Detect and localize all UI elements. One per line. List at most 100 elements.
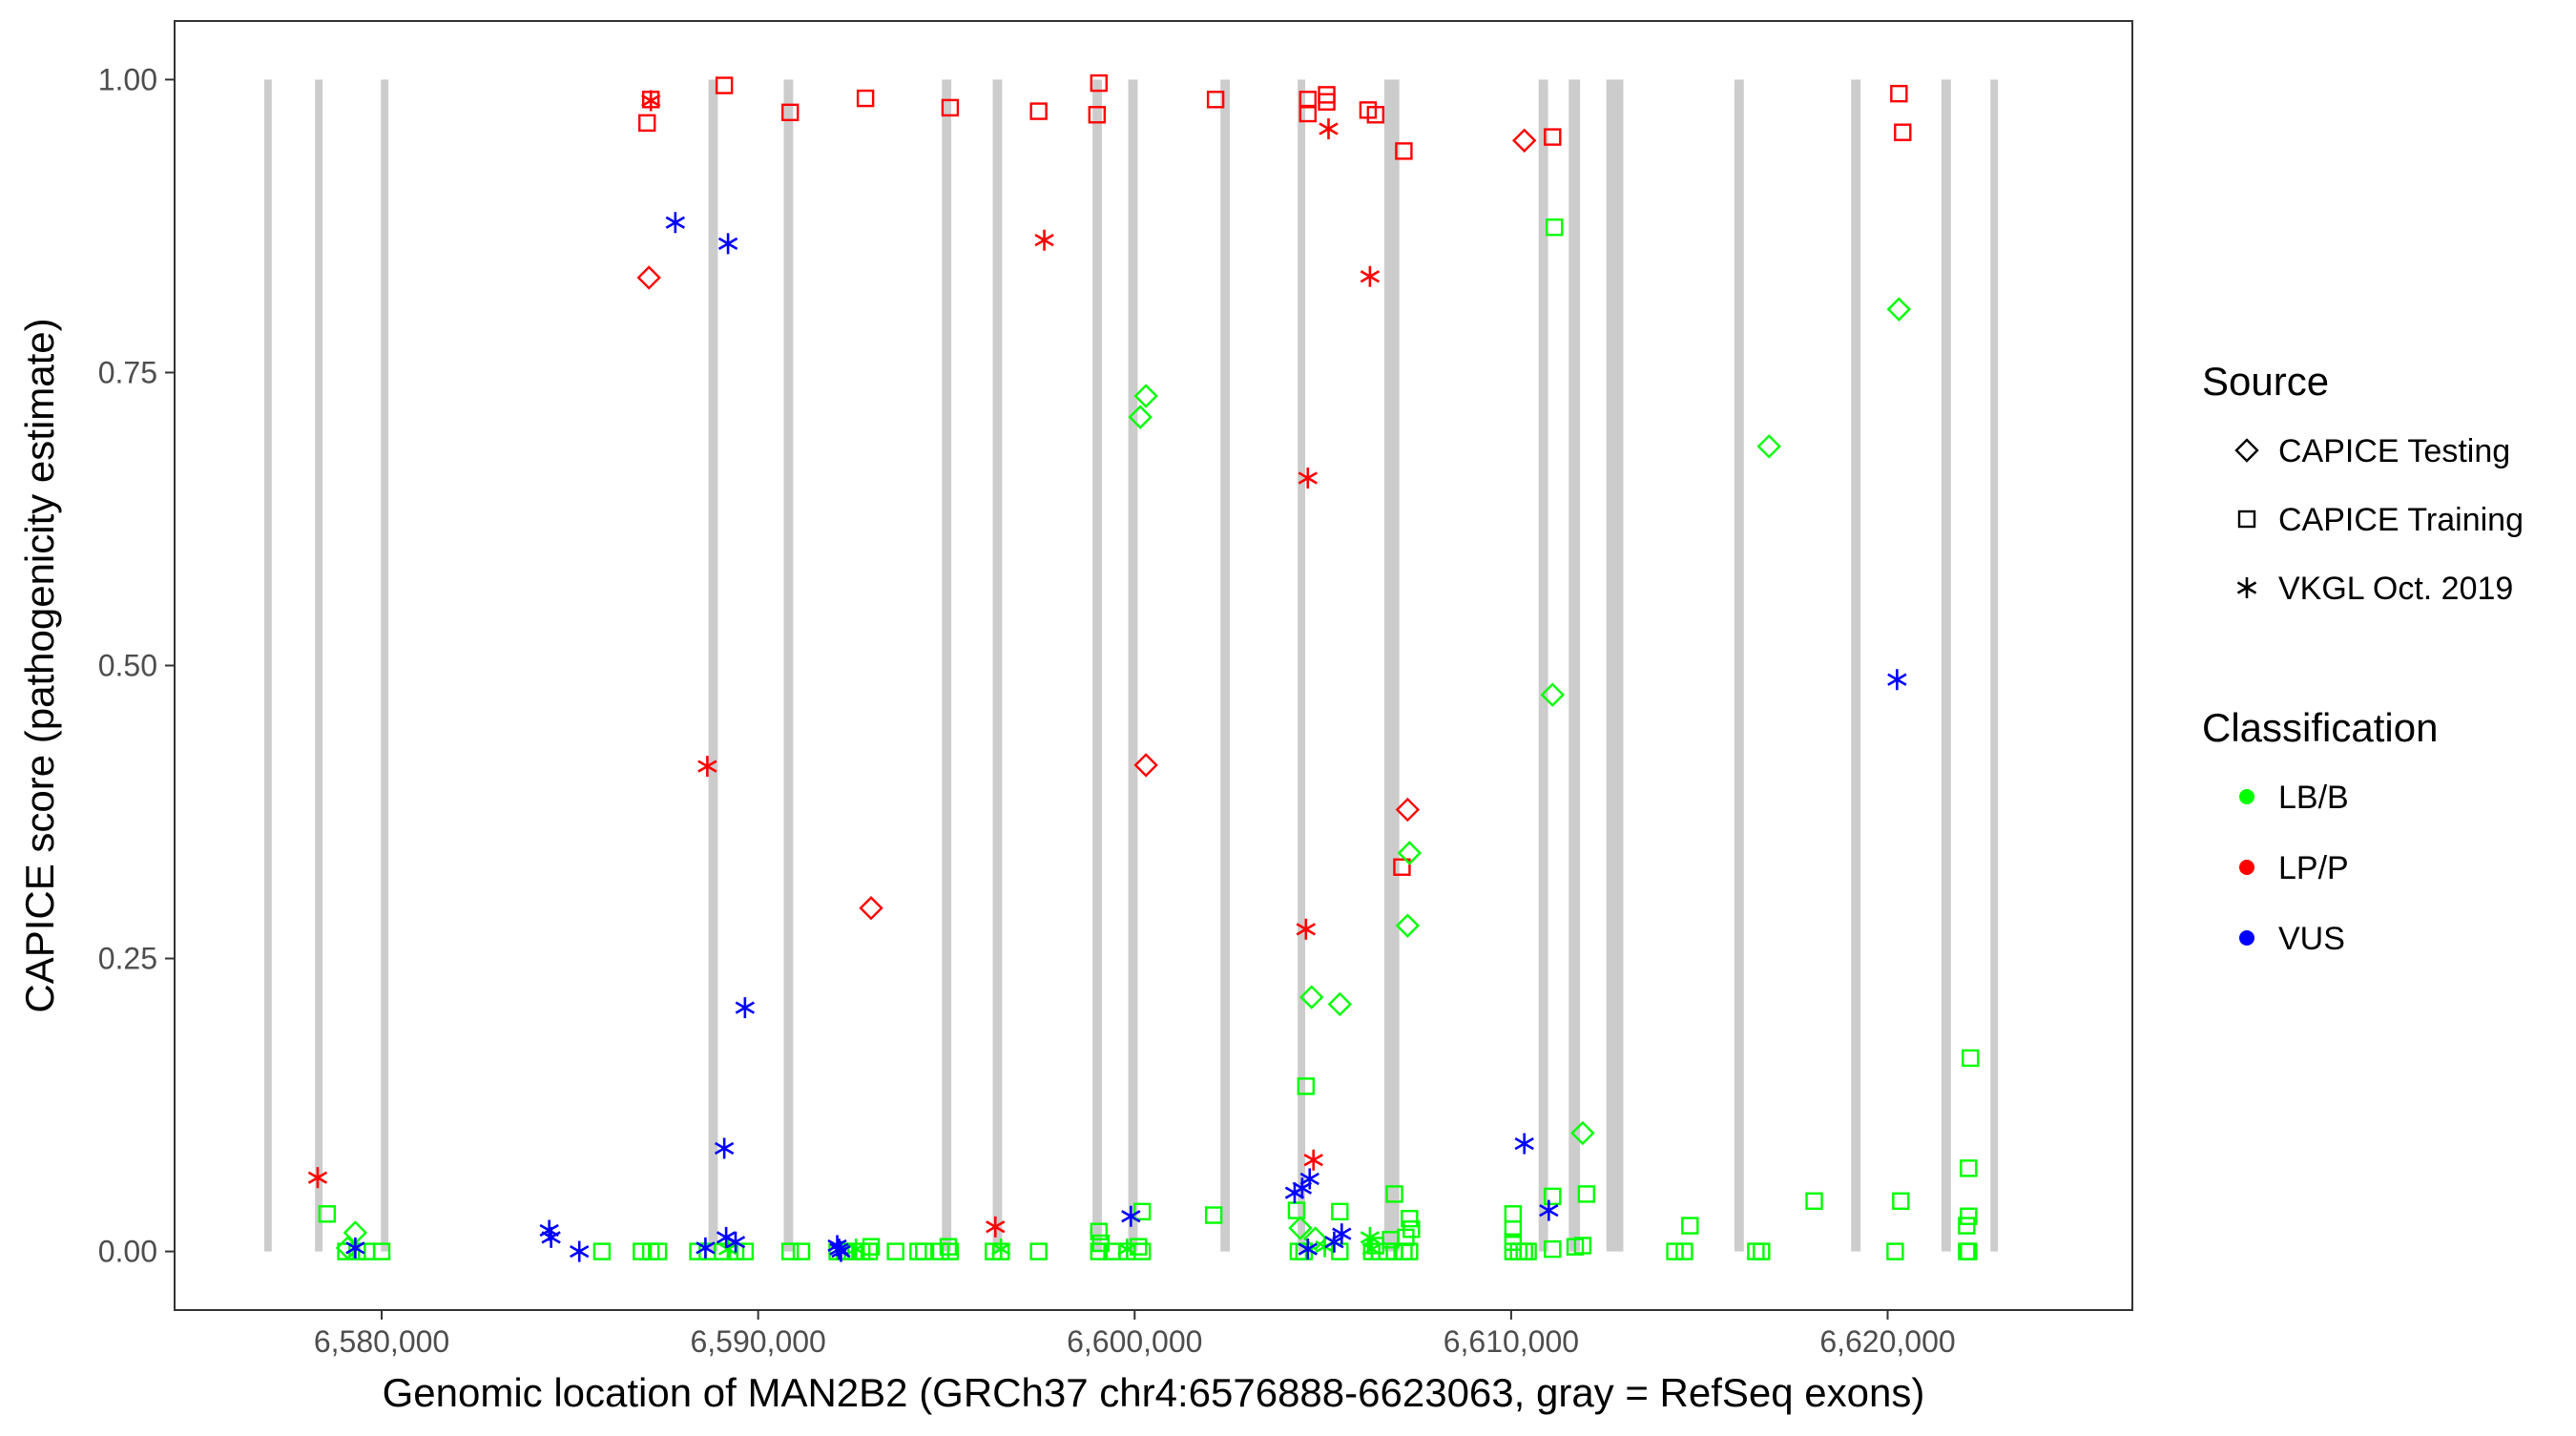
data-point-diamond	[1128, 405, 1153, 429]
y-tick-label: 0.25	[98, 942, 157, 976]
exon-band	[1606, 79, 1624, 1252]
exon-band	[1568, 79, 1581, 1252]
exon-band	[1538, 79, 1548, 1252]
data-point-asterisk	[1298, 1238, 1318, 1260]
legend-key-dot	[2239, 930, 2254, 946]
data-point-diamond	[1133, 384, 1158, 408]
data-point-square	[792, 1242, 811, 1260]
exon-band	[1851, 79, 1861, 1252]
data-point-square	[1894, 123, 1912, 141]
data-point-square	[1401, 1242, 1419, 1260]
data-point-square	[1318, 93, 1336, 111]
exon-band	[1092, 79, 1102, 1252]
legend-key-dot	[2239, 789, 2254, 804]
data-point-square	[1206, 91, 1225, 109]
data-point-asterisk	[1303, 1149, 1323, 1171]
data-point-asterisk	[717, 1238, 738, 1260]
data-point-diamond	[1302, 1226, 1328, 1251]
data-point-square	[1747, 1242, 1765, 1260]
legend-source-items: CAPICE Testing CAPICE Training VKGL Oct. 2…	[2234, 433, 2524, 607]
data-point-square	[318, 1205, 337, 1223]
data-point-asterisk	[1360, 265, 1381, 287]
data-point-asterisk	[1117, 1238, 1137, 1260]
data-point-diamond	[859, 896, 883, 921]
y-axis-title: CAPICE score (pathogenicity estimate)	[17, 318, 62, 1012]
exon-band	[381, 79, 389, 1252]
data-point-asterisk	[846, 1238, 866, 1260]
data-point-square	[1088, 106, 1107, 124]
legend-source-title: Source	[2202, 359, 2329, 404]
legend-classification-label: VUS	[2278, 921, 2345, 957]
data-point-square	[780, 103, 800, 121]
data-point-square	[1395, 142, 1413, 160]
data-point-asterisk	[831, 1240, 851, 1262]
data-point-asterisk	[1539, 1199, 1559, 1221]
y-tick-label: 0.75	[98, 355, 157, 389]
data-point-asterisk	[991, 1238, 1011, 1260]
exon-band	[1990, 79, 1999, 1252]
data-point-asterisk	[714, 1137, 735, 1159]
legend-source-label: CAPICE Testing	[2278, 433, 2510, 469]
data-point-square	[780, 1242, 800, 1260]
data-point-square	[1401, 1210, 1419, 1228]
data-point-asterisk	[986, 1216, 1006, 1238]
legend: Source CAPICE Testing CAPICE Training VKGL…	[2202, 359, 2524, 957]
data-point-square	[1090, 1222, 1108, 1240]
data-point-square	[886, 1242, 904, 1260]
data-point-diamond	[1756, 434, 1781, 459]
data-point-asterisk	[307, 1167, 328, 1189]
y-tick-label: 0.50	[98, 649, 157, 683]
legend-key-asterisk	[2236, 577, 2257, 598]
data-point-asterisk	[1360, 1226, 1381, 1248]
data-point-square	[1029, 102, 1048, 120]
data-point-asterisk	[641, 90, 661, 112]
legend-source-label: CAPICE Training	[2278, 502, 2524, 538]
data-point-square	[1890, 84, 1908, 103]
data-point-asterisk	[1292, 1177, 1313, 1199]
data-point-asterisk	[570, 1240, 590, 1262]
data-point-asterisk	[1514, 1133, 1534, 1155]
legend-key-dot	[2239, 860, 2254, 875]
data-point-diamond	[636, 265, 661, 290]
y-axis: 0.00 0.25 0.50 0.75 1.00	[98, 62, 175, 1269]
exon-band	[1383, 79, 1400, 1252]
exon-band	[1941, 79, 1951, 1252]
legend-classification-title: Classification	[2202, 705, 2438, 750]
data-point-asterisk	[735, 997, 756, 1019]
legend-classification-items: LB/B LP/P VUS	[2239, 780, 2349, 957]
data-point-square	[633, 1242, 651, 1260]
exon-band	[263, 79, 272, 1252]
data-point-asterisk	[725, 1231, 746, 1253]
data-point-square	[1204, 1206, 1223, 1224]
x-axis-title: Genomic location of MAN2B2 (GRCh37 chr4:…	[383, 1370, 1925, 1415]
data-point-diamond	[1299, 985, 1324, 1009]
data-point-diamond	[1886, 297, 1912, 322]
x-tick-label: 6,590,000	[690, 1324, 825, 1359]
y-tick-label: 1.00	[98, 62, 157, 96]
data-point-square	[941, 1242, 960, 1260]
data-point-diamond	[1397, 841, 1423, 865]
data-point-square	[372, 1242, 391, 1260]
data-point-square	[1366, 106, 1385, 124]
data-point-square	[638, 114, 656, 133]
data-point-diamond	[1540, 682, 1565, 707]
data-point-diamond	[1570, 1120, 1595, 1146]
data-point-square	[1132, 1242, 1152, 1260]
exon-band	[783, 79, 794, 1252]
legend-source-label: VKGL Oct. 2019	[2278, 571, 2513, 607]
exon-band	[1734, 79, 1744, 1252]
data-point-square	[941, 98, 960, 117]
data-point-square	[1090, 1242, 1108, 1260]
x-tick-label: 6,600,000	[1067, 1324, 1202, 1359]
data-point-asterisk	[1299, 1168, 1319, 1190]
data-point-square	[1287, 1201, 1306, 1219]
data-point-asterisk	[1121, 1205, 1141, 1227]
x-tick-label: 6,580,000	[314, 1324, 449, 1359]
data-point-square	[1504, 1233, 1523, 1251]
data-point-diamond	[1327, 991, 1353, 1017]
exon-band	[1128, 79, 1138, 1252]
data-point-square	[1385, 1185, 1403, 1203]
data-point-square	[641, 1242, 660, 1260]
exon-bands	[263, 79, 1999, 1252]
